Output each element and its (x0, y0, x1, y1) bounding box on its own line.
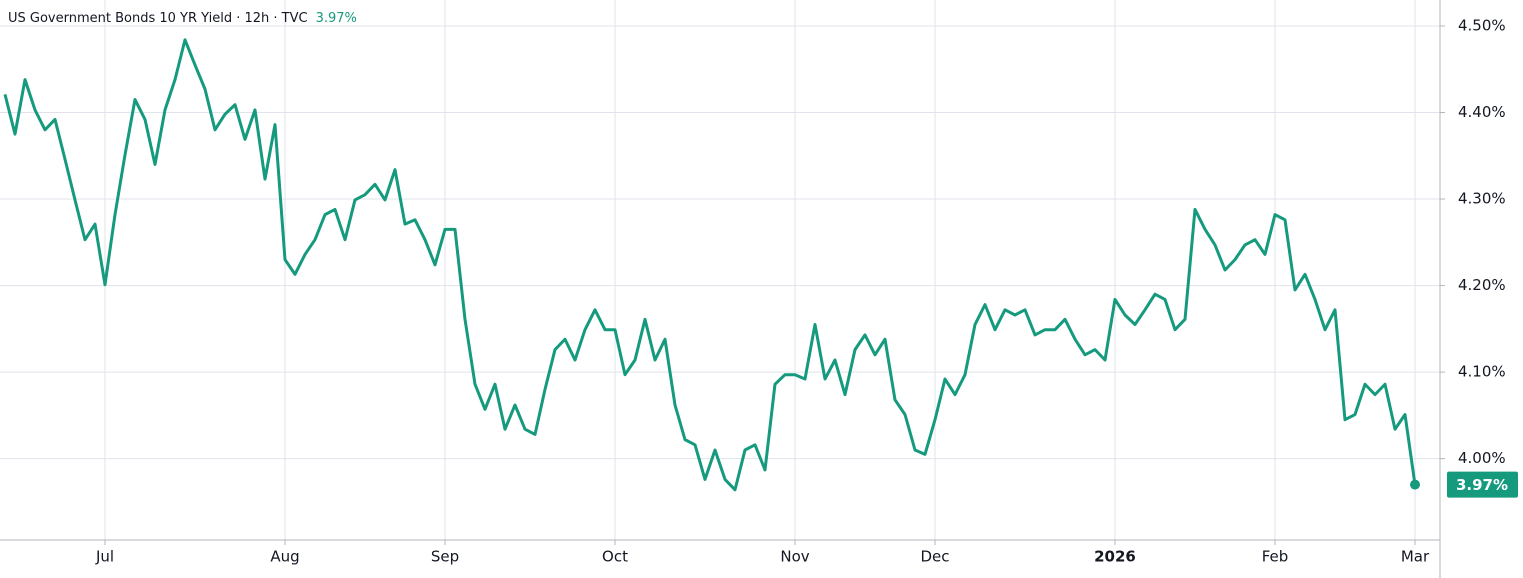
x-tick-label: Oct (602, 548, 628, 566)
y-tick-label: 4.10% (1458, 363, 1506, 381)
x-tick-label: Nov (780, 548, 809, 566)
y-tick-label: 4.50% (1458, 16, 1506, 34)
x-tick-label: Dec (920, 548, 949, 566)
header-price: 3.97% (316, 11, 357, 26)
chart-title: US Government Bonds 10 YR Yield · 12h · … (8, 11, 308, 26)
price-badge-label: 3.97% (1456, 476, 1508, 494)
x-tick-label: Sep (431, 548, 459, 566)
x-tick-label: Mar (1401, 548, 1430, 566)
line (3, 38, 1417, 492)
chart-header: US Government Bonds 10 YR Yield · 12h · … (8, 11, 357, 26)
x-tick-label: Aug (270, 548, 299, 566)
y-tick-label: 4.40% (1458, 103, 1506, 121)
y-tick-label: 4.30% (1458, 190, 1506, 208)
last-point (1410, 479, 1420, 490)
y-tick-label: 4.00% (1458, 449, 1506, 467)
x-tick-label: Feb (1262, 548, 1289, 566)
y-tick-label: 4.20% (1458, 276, 1506, 294)
x-tick-label: Jul (95, 548, 114, 566)
x-tick-label: 2026 (1094, 548, 1136, 566)
price-badge (1447, 471, 1518, 498)
